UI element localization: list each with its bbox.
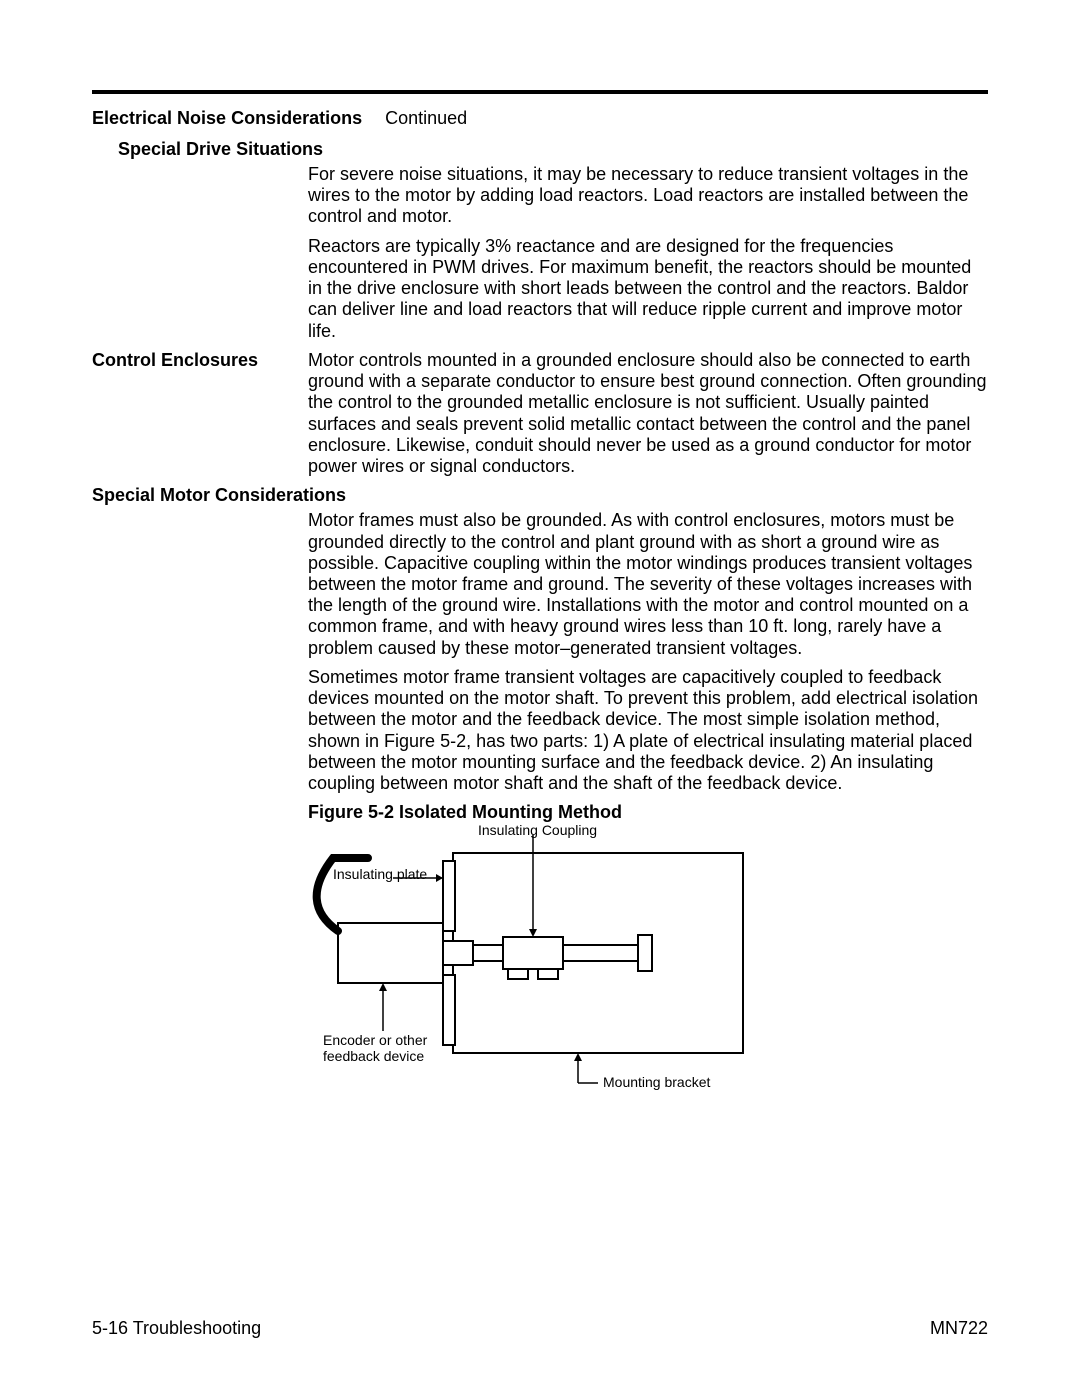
top-rule	[92, 90, 988, 94]
label-insulating-plate: Insulating plate	[333, 867, 427, 882]
row-control-enclosures: Control Enclosures Motor controls mounte…	[92, 350, 988, 477]
footer-right: MN722	[930, 1318, 988, 1339]
label-encoder: Encoder or other feedback device	[323, 1033, 427, 1064]
figure-title: Figure 5-2 Isolated Mounting Method	[308, 802, 988, 823]
label-insulating-coupling: Insulating Coupling	[478, 823, 597, 838]
paragraph-special-motor-1: Motor frames must also be grounded. As w…	[308, 510, 988, 659]
section-header: Electrical Noise Considerations Continue…	[92, 108, 988, 129]
footer-left: 5-16 Troubleshooting	[92, 1318, 261, 1339]
paragraph-special-drive-1: For severe noise situations, it may be n…	[308, 164, 988, 228]
paragraph-special-motor-2: Sometimes motor frame transient voltages…	[308, 667, 988, 794]
heading-special-motor: Special Motor Considerations	[92, 485, 988, 506]
heading-special-drive: Special Drive Situations	[118, 139, 988, 160]
label-mounting-bracket: Mounting bracket	[603, 1075, 710, 1090]
document-page: Electrical Noise Considerations Continue…	[0, 0, 1080, 1397]
paragraph-control-enclosures: Motor controls mounted in a grounded enc…	[308, 350, 988, 477]
paragraph-special-drive-2: Reactors are typically 3% reactance and …	[308, 236, 988, 342]
header-continued: Continued	[385, 108, 467, 128]
header-title: Electrical Noise Considerations	[92, 108, 362, 128]
label-control-enclosures: Control Enclosures	[92, 350, 308, 371]
page-footer: 5-16 Troubleshooting MN722	[92, 1318, 988, 1339]
figure-isolated-mounting: Insulating Coupling Insulating plate Enc…	[308, 823, 788, 1103]
